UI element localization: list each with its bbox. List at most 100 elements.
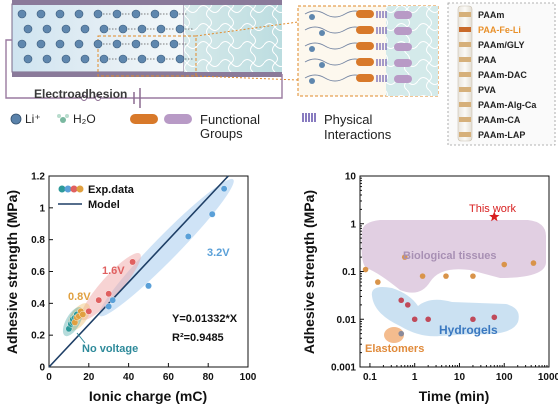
li-ion-icon — [74, 9, 84, 19]
data-point — [404, 302, 411, 308]
data-point — [375, 279, 381, 285]
series-label: Elastomers — [365, 343, 424, 355]
li-ion-icon — [10, 113, 22, 125]
li-ion-icon — [156, 54, 166, 64]
model-r-squared: R²=0.9485 — [172, 332, 224, 344]
y-tick-label: 0.2 — [31, 331, 45, 342]
sample-segment — [459, 72, 471, 77]
legend-marker — [64, 185, 72, 193]
functional-group-icon — [394, 75, 412, 83]
y-tick-label: 0.6 — [31, 267, 45, 278]
data-point — [419, 273, 426, 279]
polymer-chain — [304, 58, 366, 66]
x-tick-label: 80 — [203, 372, 215, 383]
polymer-chain — [304, 74, 366, 82]
sample-segment — [459, 12, 471, 17]
legend-physical-line2: Interactions — [324, 127, 392, 142]
li-ion-icon — [175, 24, 185, 34]
data-point — [398, 297, 405, 304]
li-ion-icon — [17, 39, 27, 49]
li-ion-icon — [137, 24, 147, 34]
li-ion-icon — [150, 39, 160, 49]
functional-group-icon — [356, 10, 374, 18]
li-ion-icon — [42, 24, 52, 34]
x-tick-label: 100 — [496, 372, 513, 383]
battery-icon — [133, 88, 141, 108]
data-point — [85, 307, 93, 315]
sample-segment — [459, 117, 471, 122]
terminal-icon — [81, 95, 87, 101]
data-point — [491, 314, 498, 321]
data-point — [184, 233, 192, 240]
li-ion-icon — [55, 39, 65, 49]
data-point — [109, 296, 117, 304]
sample-label: PAAm — [478, 10, 504, 20]
li-ion-icon — [80, 24, 90, 34]
li-ion-icon — [309, 78, 315, 84]
chart-time: 0.1 1 10 100 1000 0.001 0.01 0.1 1 10 This work Bi… — [301, 172, 558, 405]
li-ion-icon — [36, 9, 46, 19]
water-icon — [57, 114, 69, 123]
voltage-region — [99, 178, 234, 317]
sample-segment — [459, 132, 471, 137]
li-ion-icon — [169, 9, 179, 19]
data-point — [443, 273, 449, 279]
y-tick-label: 0.4 — [31, 299, 45, 310]
legend-marker — [58, 185, 66, 193]
x-tick-label: 60 — [163, 372, 175, 383]
legend-physical-line1: Physical — [324, 112, 373, 127]
data-point — [145, 282, 152, 290]
y-axis-label: Adhesive strength (MPa) — [301, 190, 317, 354]
legend-functional-line1: Functional — [200, 112, 260, 127]
sample-segment — [459, 102, 471, 107]
series-label: No voltage — [82, 343, 138, 355]
y-tick-label: 1 — [350, 219, 356, 230]
polymer-chain — [304, 42, 366, 50]
zoom-box — [97, 35, 197, 77]
material-regions — [361, 220, 546, 343]
x-tick-label: 20 — [83, 372, 95, 383]
zoom-connector — [195, 21, 299, 81]
data-point — [470, 316, 476, 323]
li-ion-icon — [131, 39, 141, 49]
data-point — [105, 303, 113, 310]
li-ion-icon — [61, 24, 71, 34]
data-point — [530, 260, 537, 266]
functional-group-icon — [356, 42, 374, 50]
x-tick-label: 0 — [46, 372, 52, 383]
li-ion-icon — [74, 39, 84, 49]
data-points — [65, 185, 228, 333]
data-point — [411, 316, 418, 323]
sample-segment — [459, 27, 471, 32]
data-point — [79, 311, 87, 318]
hydrogels-region — [371, 287, 519, 337]
y-tick-label: 10 — [345, 172, 357, 183]
x-tick-label: 10 — [454, 372, 466, 383]
li-ion-icon — [36, 39, 46, 49]
functional-group-icon — [394, 43, 412, 51]
functional-group-icon — [130, 114, 158, 124]
sample-labels: PAAm PAA-Fe-Li PAAm/GLY PAA PAAm-DAC PVA PAAm-… — [459, 10, 537, 140]
x-axis-label: Ionic charge (mC) — [89, 388, 207, 404]
functional-group-icon — [394, 59, 412, 67]
li-ion-icon — [23, 54, 33, 64]
functional-group-icon — [394, 11, 412, 19]
data-point — [425, 316, 431, 323]
li-ion-icon — [99, 54, 109, 64]
sample-label: PAAm-Alg-Ca — [478, 100, 537, 110]
sample-label: PAAm/GLY — [478, 40, 525, 50]
sample-label: PAAm-LAP — [478, 130, 525, 140]
this-work-star-icon — [489, 211, 500, 222]
sample-segment — [459, 87, 471, 92]
sample-label: PVA — [478, 85, 496, 95]
data-point — [129, 258, 136, 266]
legend-functional-line2: Groups — [200, 126, 243, 141]
li-ion-icon — [156, 24, 166, 34]
li-ion-icon — [17, 9, 27, 19]
axis-ticks: 0 20 40 60 80 100 0 0.2 0.4 0.6 0.8 1 1.2 — [31, 172, 257, 384]
li-ion-icon — [23, 24, 33, 34]
sample-label: PAA-Fe-Li — [478, 25, 521, 35]
series-label: Hydrogels — [439, 323, 498, 337]
li-ion-icon — [309, 14, 315, 20]
